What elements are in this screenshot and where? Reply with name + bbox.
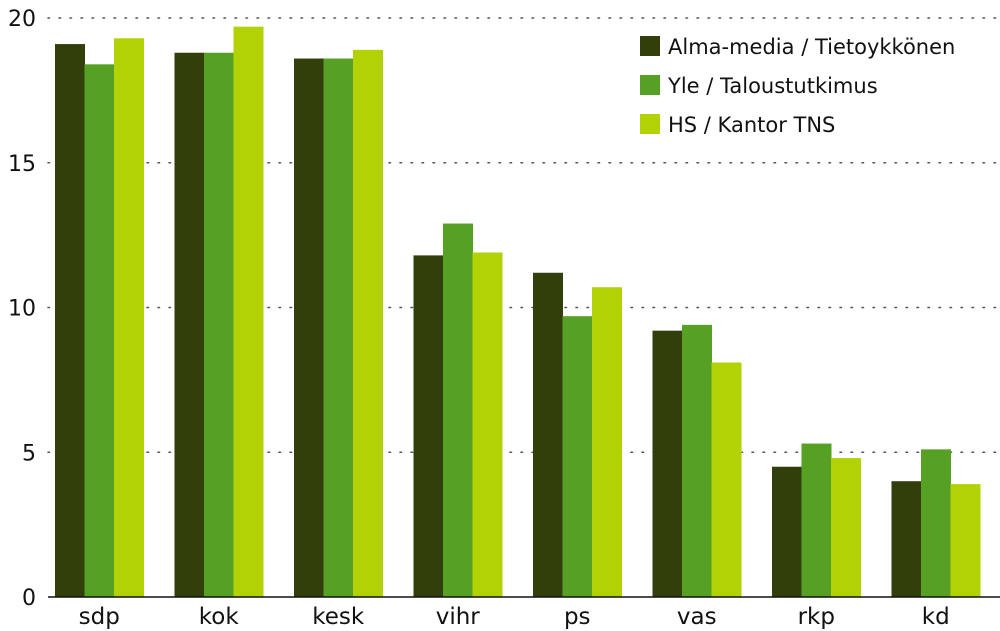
y-tick-label: 0 [22,586,36,611]
y-tick-label: 15 [8,152,36,177]
bar-group-kok [174,26,264,598]
bar-vihr-series-3 [472,252,503,597]
bar-vihr-series-1 [413,255,444,597]
y-tick-label: 20 [8,7,36,32]
bar-sdp-series-1 [55,44,85,598]
x-category-label: kd [922,604,950,630]
bar-kesk-series-1 [294,58,324,597]
legend-swatch [640,75,660,95]
bar-ps-series-1 [533,272,563,597]
x-category-label: vihr [436,604,481,630]
bar-ps-series-2 [562,316,593,597]
legend-swatch [640,36,660,56]
x-category-label: vas [677,604,717,630]
bar-kok-series-3 [233,26,264,598]
bar-group-kd [891,449,981,597]
bar-groups [55,26,981,598]
bar-vas-series-2 [682,324,712,597]
x-axis-category-labels: sdp kok kesk vihr ps vas rkp kd [79,604,950,630]
bar-kd-series-1 [891,481,922,597]
bar-kesk-series-2 [323,58,354,597]
bar-kok-series-1 [174,52,205,598]
x-category-label: sdp [79,604,120,630]
bar-kok-series-2 [204,52,234,598]
bar-sdp-series-2 [84,64,115,597]
y-tick-label: 5 [22,441,36,466]
legend-swatch [640,114,660,134]
x-category-label: kok [199,604,240,630]
y-axis-tick-labels: 0 5 10 15 20 [8,7,36,611]
bar-kd-series-2 [921,449,951,597]
bar-group-vihr [413,223,503,598]
bar-group-ps [533,272,622,597]
bar-group-kesk [294,49,383,598]
bar-sdp-series-3 [114,38,144,597]
bar-vihr-series-2 [443,223,473,598]
legend-label: HS / Kantor TNS [668,113,835,137]
x-category-label: kesk [312,604,365,630]
bar-group-vas [652,324,742,597]
bar-vas-series-3 [711,362,742,597]
legend: Alma-media / Tietoykkönen Yle / Taloustut… [630,28,985,144]
bar-rkp-series-2 [801,443,832,597]
bar-kd-series-3 [950,484,981,597]
bar-kesk-series-3 [353,49,383,598]
bar-group-sdp [55,38,144,598]
bar-rkp-series-1 [772,466,802,597]
legend-label: Yle / Taloustutkimus [667,74,878,98]
bar-rkp-series-3 [831,458,861,597]
legend-background [630,28,985,144]
bar-ps-series-3 [592,287,622,597]
y-tick-label: 10 [8,297,36,322]
bar-vas-series-1 [652,330,683,597]
x-category-label: ps [564,604,591,630]
gridlines [47,17,1000,454]
bar-group-rkp [772,443,861,597]
x-category-label: rkp [798,604,835,630]
legend-label: Alma-media / Tietoykkönen [668,35,955,59]
